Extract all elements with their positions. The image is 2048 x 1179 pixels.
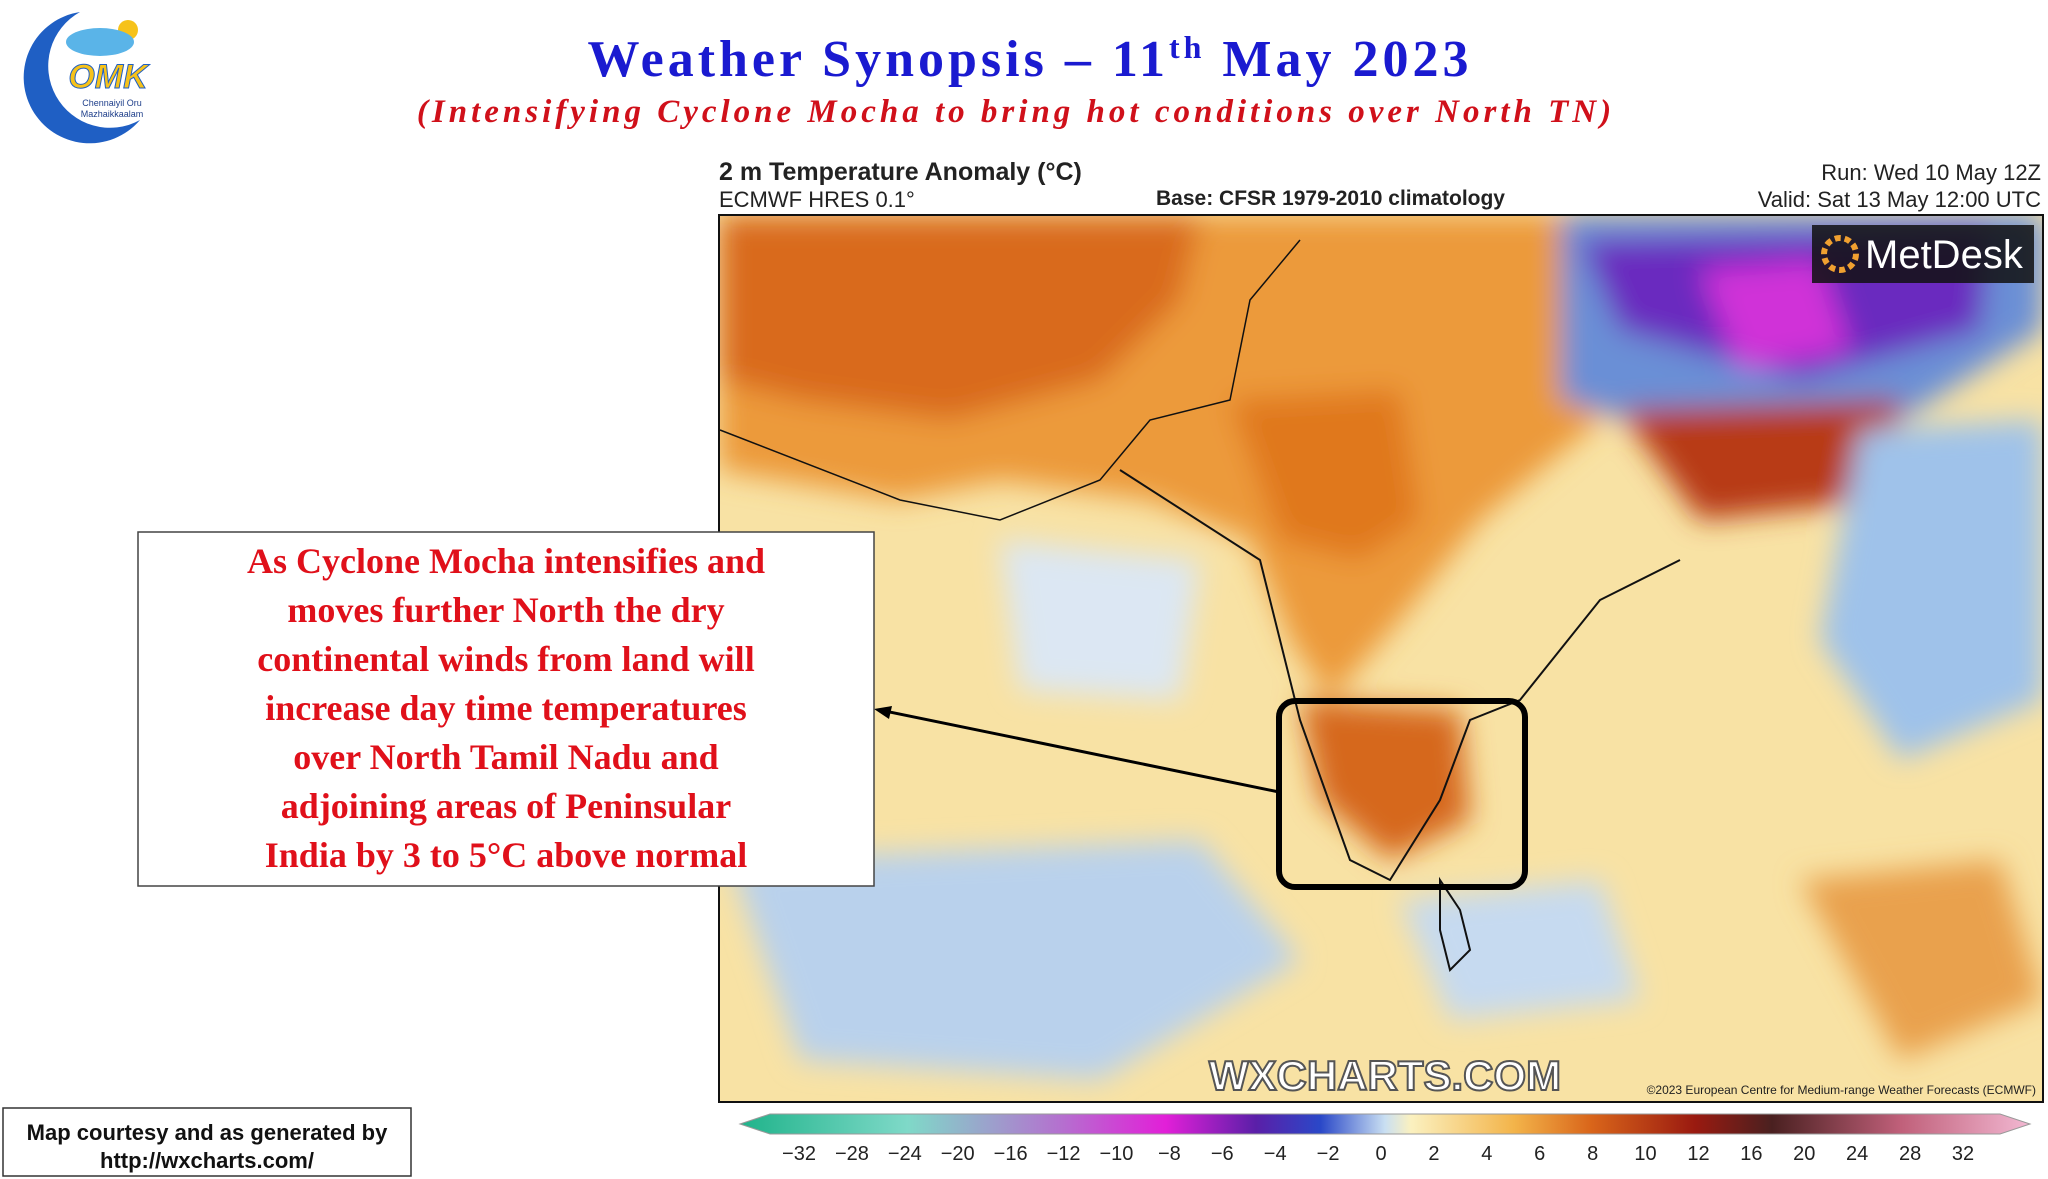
colorbar-tick-label: −12	[1047, 1143, 1081, 1165]
title-text: May 2023	[1205, 31, 1472, 88]
map-valid: Valid: Sat 13 May 12:00 UTC	[1758, 187, 2041, 212]
credit-box	[2, 1107, 412, 1177]
copyright: ©2023 European Centre for Medium-range W…	[1647, 1083, 2036, 1097]
subtitle: (Intensifying Cyclone Mocha to bring hot…	[417, 94, 1615, 130]
map-title: 2 m Temperature Anomaly (°C)	[719, 158, 1082, 186]
colorbar-tick-label: 2	[1428, 1143, 1439, 1165]
colorbar-tick-label: 0	[1375, 1143, 1386, 1165]
colorbar-tick-label: 16	[1740, 1143, 1762, 1165]
colorbar-tick-label: −4	[1264, 1143, 1287, 1165]
colorbar: −32 −28 −24 −20 −16 −12 −10 −8 −6 −4 −2 0 2 4 6 8 10 12 16…	[738, 1113, 2032, 1165]
colorbar-tick-label: −10	[1099, 1143, 1133, 1165]
colorbar-tick-label: 12	[1687, 1143, 1709, 1165]
colorbar-tick-label: −28	[835, 1143, 869, 1165]
colorbar-tick-label: 10	[1634, 1143, 1656, 1165]
colorbar-tick-label: 4	[1481, 1143, 1492, 1165]
map-model: ECMWF HRES 0.1°	[719, 187, 915, 212]
highlight-box	[1276, 698, 1528, 890]
logo-text: Mazhaikkaalam	[81, 109, 144, 119]
credit: http://wxcharts.com/	[100, 1148, 314, 1173]
title-sup: th	[1169, 29, 1205, 65]
colorbar-tick-label: −20	[941, 1143, 975, 1165]
logo-letters: OMK	[68, 58, 150, 96]
colorbar-tick-label: 8	[1587, 1143, 1598, 1165]
logo: OMK Chennaiyil Oru Mazhaikkaalam	[23, 12, 151, 144]
colorbar-tick-label: −32	[782, 1143, 816, 1165]
annotation-line: increase day time temperatures	[265, 688, 747, 728]
colorbar-tick-label: −16	[994, 1143, 1028, 1165]
annotation-line: continental winds from land will	[257, 639, 754, 679]
title-text: Weather Synopsis – 11	[587, 31, 1168, 88]
annotation: As Cyclone Mocha intensifies and moves fu…	[137, 531, 875, 887]
brand: MetDesk	[1865, 233, 2024, 277]
colorbar-tick-label: −24	[888, 1143, 922, 1165]
map-run: Run: Wed 10 May 12Z	[1821, 160, 2041, 185]
colorbar-tick-label: 6	[1534, 1143, 1545, 1165]
map: MetDesk WXCHARTS.COM ©2023 European Cent…	[719, 215, 2043, 1102]
annotation-line: India by 3 to 5°C above normal	[265, 835, 747, 875]
colorbar-tick-label: −8	[1158, 1143, 1181, 1165]
colorbar-tick-label: −6	[1211, 1143, 1234, 1165]
annotation-line: moves further North the dry	[287, 590, 724, 630]
arrow	[879, 708, 1280, 794]
title: Weather Synopsis – 11th May 2023	[587, 29, 1472, 88]
colorbar-tick-label: 20	[1793, 1143, 1815, 1165]
colorbar-tick-label: 24	[1846, 1143, 1868, 1165]
annotation-line: As Cyclone Mocha intensifies and	[247, 541, 765, 581]
annotation-line: adjoining areas of Peninsular	[281, 786, 731, 826]
arrowhead	[874, 706, 892, 719]
colorbar-tick-label: 32	[1952, 1143, 1974, 1165]
colorbar-tick-label: −2	[1317, 1143, 1340, 1165]
colorbar-tick-label: 28	[1899, 1143, 1921, 1165]
map-base: Base: CFSR 1979-2010 climatology	[1156, 187, 1505, 210]
logo-text: Chennaiyil Oru	[82, 98, 142, 108]
credit: Map courtesy and as generated by	[27, 1120, 388, 1145]
watermark: WXCHARTS.COM	[1209, 1052, 1561, 1099]
annotation-line: over North Tamil Nadu and	[293, 737, 718, 777]
